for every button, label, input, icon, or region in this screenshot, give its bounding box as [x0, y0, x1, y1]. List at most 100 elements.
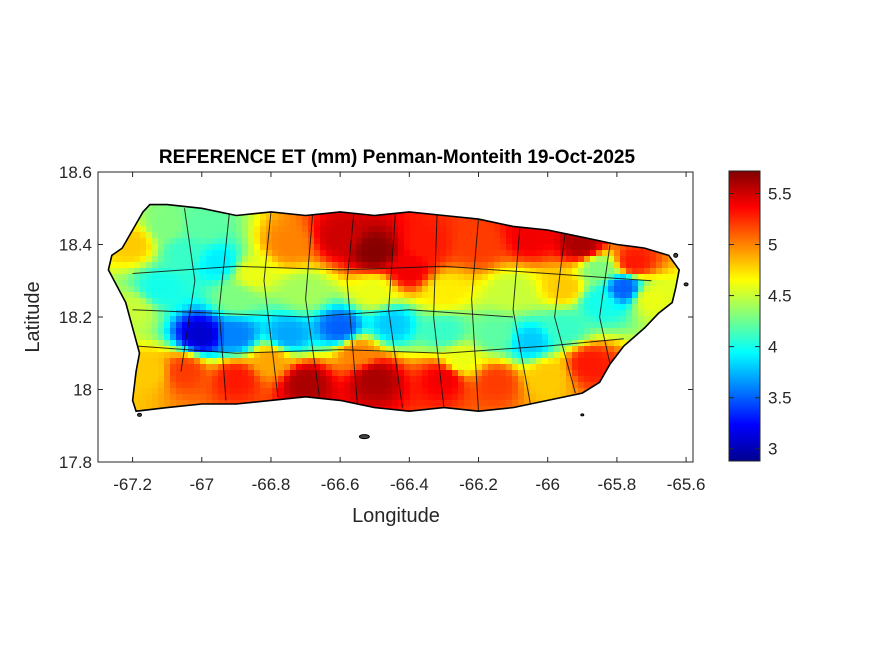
heat-cell — [518, 238, 525, 245]
heat-cell — [548, 262, 555, 269]
heat-cell — [572, 358, 579, 365]
heat-cell — [326, 274, 333, 281]
heat-cell — [626, 328, 633, 335]
heat-cell — [548, 322, 555, 329]
heat-cell — [452, 334, 459, 341]
heat-cell — [362, 304, 369, 311]
heat-cell — [314, 298, 321, 305]
heat-cell — [506, 346, 513, 353]
island-outline-layer — [107, 203, 681, 413]
heat-cell — [566, 286, 573, 293]
heat-cell — [416, 238, 423, 245]
heat-cell — [152, 382, 159, 389]
heat-cell — [278, 346, 285, 353]
heat-cell — [446, 274, 453, 281]
heat-cell — [326, 334, 333, 341]
heat-cell — [500, 316, 507, 323]
heat-cell — [224, 262, 231, 269]
heat-cell — [326, 310, 333, 317]
heat-cell — [170, 400, 177, 407]
heat-cell — [560, 316, 567, 323]
heat-cell — [452, 268, 459, 275]
heat-cell — [158, 394, 165, 401]
heat-cell — [650, 262, 657, 269]
heat-cell — [398, 388, 405, 395]
heat-cell — [338, 280, 345, 287]
heat-cell — [578, 322, 585, 329]
heat-cell — [122, 244, 129, 251]
heat-cell — [464, 322, 471, 329]
heat-cell — [590, 370, 597, 377]
heat-cell — [548, 250, 555, 257]
heat-cell — [554, 364, 561, 371]
heat-cell — [152, 286, 159, 293]
heat-cell — [272, 268, 279, 275]
heat-cell — [476, 406, 483, 412]
heat-cell — [392, 274, 399, 281]
heat-cell — [254, 256, 261, 263]
heat-cell — [410, 220, 417, 227]
heat-cell — [446, 346, 453, 353]
heat-cell — [326, 244, 333, 251]
heat-cell — [236, 214, 243, 221]
heat-cell — [392, 376, 399, 383]
heat-cell — [392, 382, 399, 389]
heat-cell — [650, 250, 657, 257]
heat-cell — [188, 388, 195, 395]
heat-cell — [320, 292, 327, 299]
heat-cell — [362, 280, 369, 287]
heat-cell — [596, 280, 603, 287]
heat-cell — [344, 244, 351, 251]
heat-cell — [152, 244, 159, 251]
heat-cell — [626, 304, 633, 311]
heat-cell — [356, 382, 363, 389]
heat-cell — [476, 370, 483, 377]
heat-cell — [542, 244, 549, 251]
heat-cell — [440, 328, 447, 335]
heat-cell — [200, 232, 207, 239]
heat-cell — [152, 204, 159, 209]
heat-cell — [284, 238, 291, 245]
heat-cell — [488, 238, 495, 245]
heat-cell — [116, 250, 123, 257]
heat-cell — [452, 244, 459, 251]
heat-cell — [536, 280, 543, 287]
heat-cell — [230, 238, 237, 245]
heat-cell — [266, 382, 273, 389]
heat-cell — [638, 310, 645, 317]
heat-cell — [242, 280, 249, 287]
heat-cell — [302, 268, 309, 275]
heat-cell — [368, 346, 375, 353]
heat-cell — [368, 316, 375, 323]
heat-cell — [464, 328, 471, 335]
heat-cell — [302, 382, 309, 389]
heat-cell — [350, 298, 357, 305]
heat-cell — [272, 226, 279, 233]
heat-cell — [320, 346, 327, 353]
heat-cell — [164, 370, 171, 377]
heat-cell — [260, 352, 267, 359]
heat-cell — [524, 370, 531, 377]
heat-cell — [242, 376, 249, 383]
heat-cell — [428, 304, 435, 311]
heat-cell — [392, 286, 399, 293]
heat-cell — [242, 364, 249, 371]
heat-cell — [236, 268, 243, 275]
heat-cell — [194, 274, 201, 281]
heat-cell — [476, 394, 483, 401]
heat-cell — [368, 322, 375, 329]
heat-cell — [128, 244, 135, 251]
heat-cell — [146, 226, 153, 233]
heat-cell — [152, 376, 159, 383]
heat-cell — [524, 292, 531, 299]
heat-cell — [566, 262, 573, 269]
heat-cell — [302, 256, 309, 263]
heat-cell — [464, 346, 471, 353]
heat-cell — [482, 298, 489, 305]
heat-cell — [170, 220, 177, 227]
heat-cell — [536, 304, 543, 311]
heat-cell — [512, 394, 519, 401]
heat-cell — [500, 232, 507, 239]
heat-cell — [548, 286, 555, 293]
heat-cell — [566, 304, 573, 311]
